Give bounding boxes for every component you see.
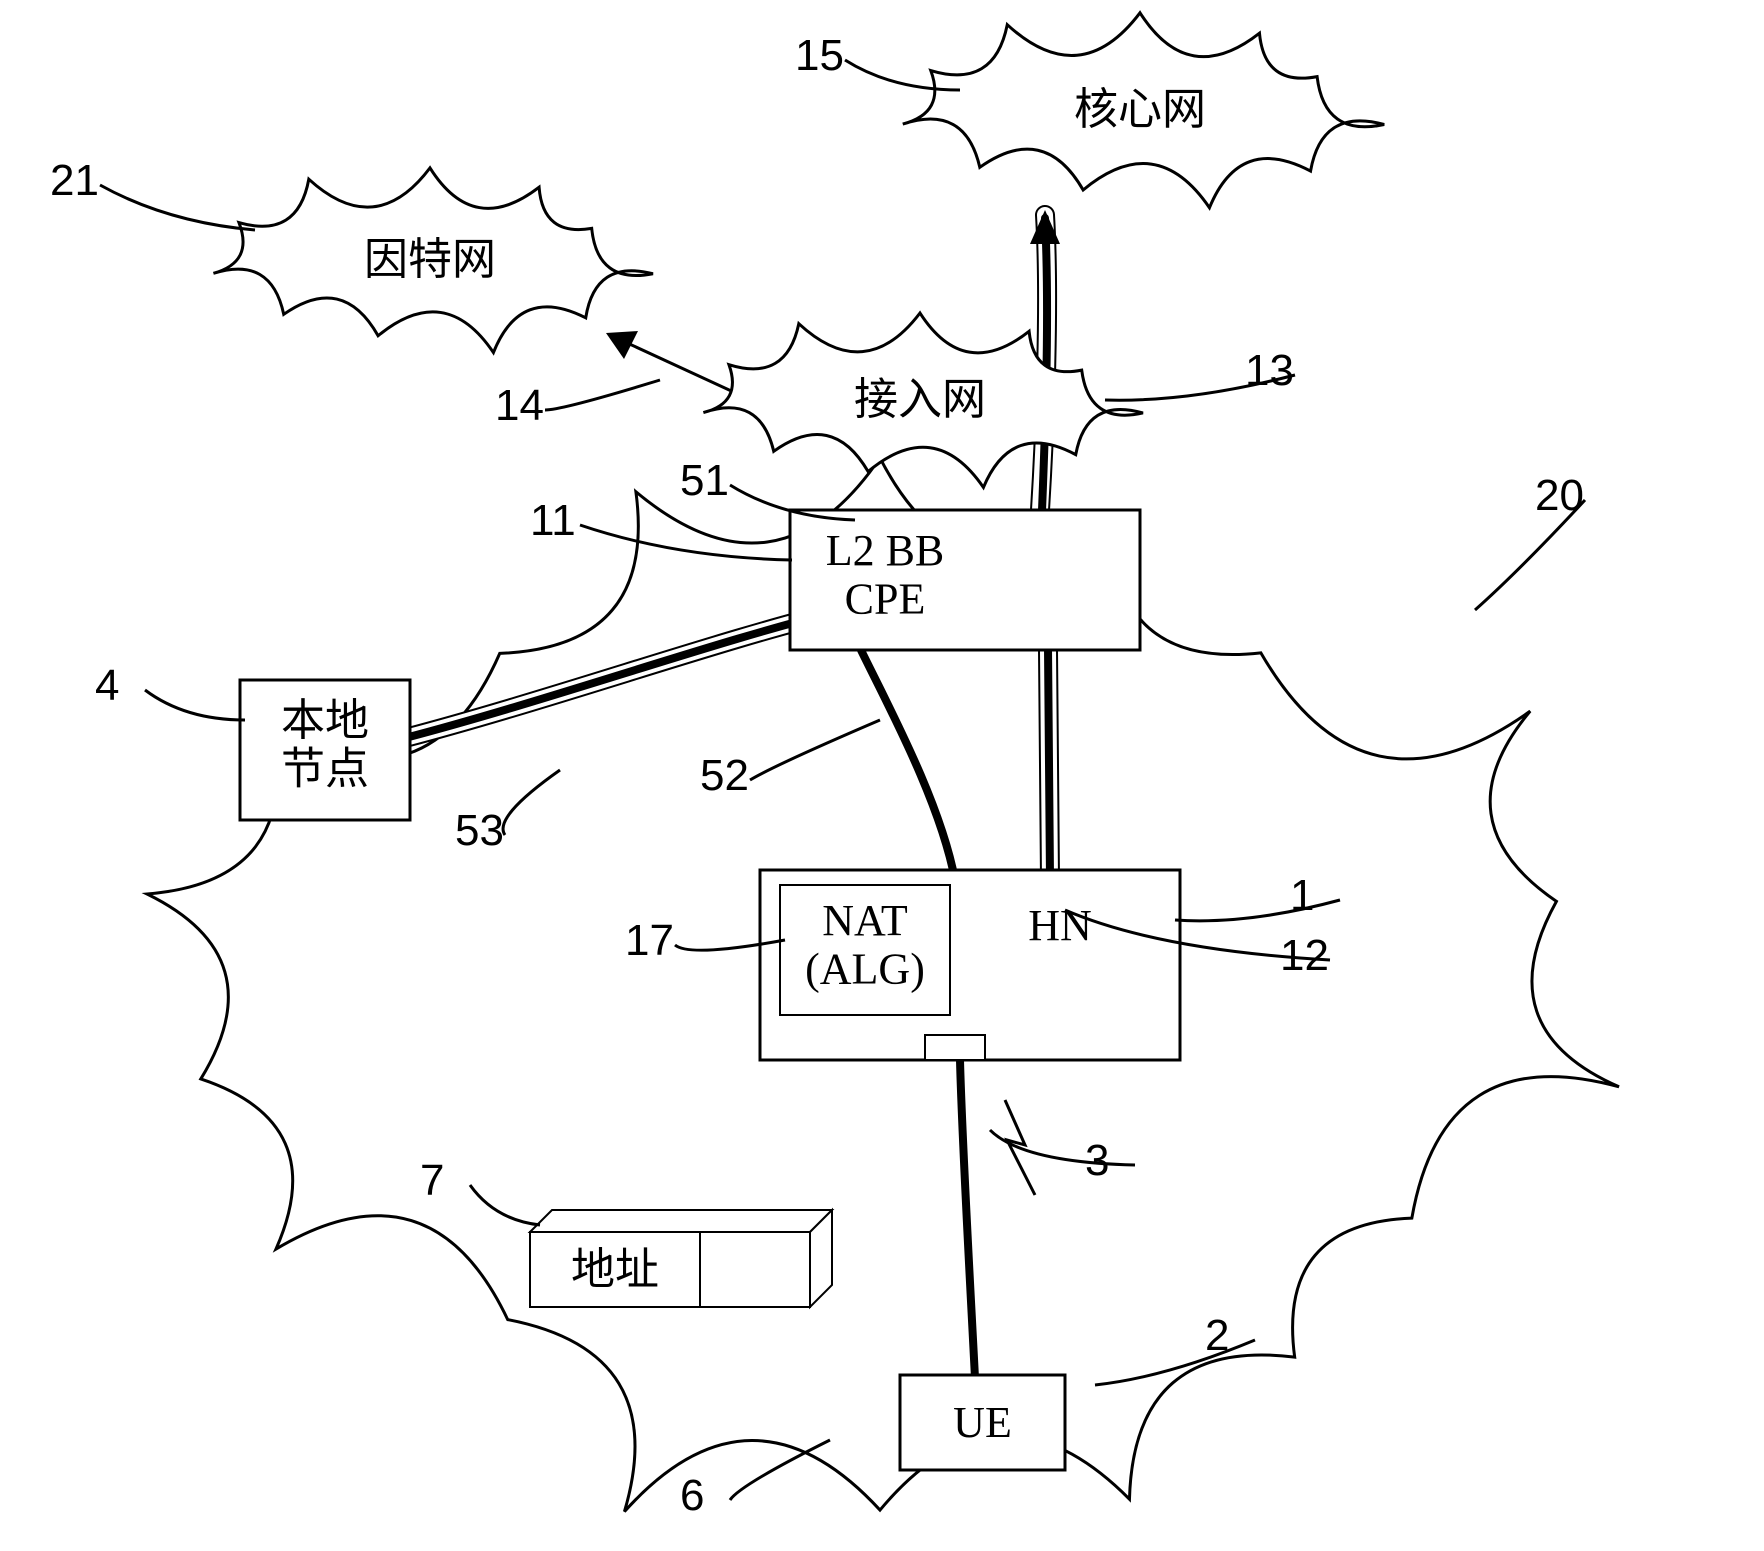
ref-num-11: 11 <box>530 496 576 545</box>
ref-num-12: 12 <box>1280 931 1329 980</box>
ref-num-53: 53 <box>455 806 504 855</box>
ref-num-15: 15 <box>795 31 844 80</box>
ref-num-21: 21 <box>50 156 99 205</box>
svg-text:核心网: 核心网 <box>1074 85 1206 134</box>
ref-num-14: 14 <box>495 381 544 430</box>
ref-num-3: 3 <box>1085 1136 1109 1185</box>
ref-num-51: 51 <box>680 456 729 505</box>
ref-num-13: 13 <box>1245 346 1294 395</box>
leader-21 <box>100 185 255 230</box>
svg-text:接入网: 接入网 <box>854 375 986 424</box>
leader-4 <box>145 690 245 720</box>
ref-num-17: 17 <box>625 916 674 965</box>
antenna-port <box>925 1035 985 1060</box>
ref-num-1: 1 <box>1290 871 1314 920</box>
svg-text:因特网: 因特网 <box>364 235 496 284</box>
leader-14 <box>545 380 660 410</box>
leader-6 <box>730 1440 830 1500</box>
svg-text:本地节点: 本地节点 <box>281 696 369 793</box>
svg-text:NAT(ALG): NAT(ALG) <box>805 896 925 993</box>
ref-num-20: 20 <box>1535 471 1584 520</box>
ref-num-52: 52 <box>700 751 749 800</box>
ref-num-4: 4 <box>95 661 119 710</box>
svg-text:HN: HN <box>1028 901 1092 950</box>
svg-text:地址: 地址 <box>571 1245 659 1294</box>
ref-num-7: 7 <box>420 1156 444 1205</box>
svg-text:UE: UE <box>953 1398 1012 1447</box>
ref-num-2: 2 <box>1205 1311 1229 1360</box>
ref-num-6: 6 <box>680 1471 704 1520</box>
